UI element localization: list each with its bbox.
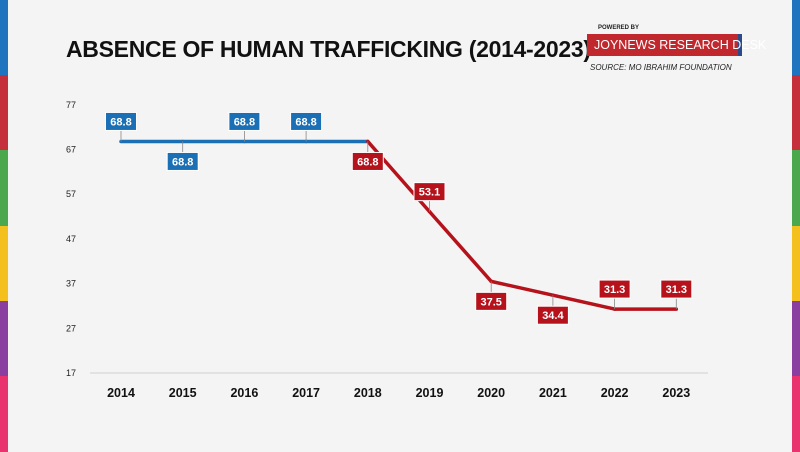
data-label: 68.8	[172, 156, 193, 168]
data-label: 68.8	[234, 116, 255, 128]
y-tick-label: 57	[66, 189, 76, 199]
x-tick-label: 2020	[477, 386, 505, 400]
data-label-box	[351, 151, 384, 171]
y-tick-label: 67	[66, 145, 76, 155]
data-label-box	[598, 279, 631, 299]
stripe-segment	[792, 75, 800, 152]
data-label-box	[475, 291, 508, 311]
x-tick-label: 2015	[169, 386, 197, 400]
powered-by-label: POWERED BY	[598, 25, 640, 31]
data-label: 37.5	[480, 296, 501, 308]
stripe-segment	[0, 150, 8, 227]
data-label: 31.3	[604, 284, 625, 296]
stripe-segment	[792, 150, 800, 227]
x-tick-label: 2017	[292, 386, 320, 400]
right-color-stripe	[792, 0, 800, 452]
data-label-box	[536, 305, 569, 325]
stripe-segment	[0, 75, 8, 152]
stripe-segment	[0, 0, 8, 77]
stripe-segment	[792, 225, 800, 302]
x-tick-label: 2022	[601, 386, 629, 400]
data-label: 68.8	[357, 156, 378, 168]
y-tick-label: 37	[66, 279, 76, 289]
data-label: 68.8	[295, 116, 316, 128]
data-label: 31.3	[666, 284, 687, 296]
stripe-segment	[0, 300, 8, 377]
data-label-box	[105, 111, 137, 131]
stripe-segment	[0, 375, 8, 452]
series-line-segment	[489, 279, 555, 297]
chart-title: ABSENCE OF HUMAN TRAFFICKING (2014-2023)	[66, 36, 591, 62]
y-tick-label: 77	[66, 100, 76, 110]
y-tick-label: 27	[66, 323, 76, 333]
x-tick-label: 2021	[539, 386, 567, 400]
series-line-segment	[551, 293, 617, 311]
stripe-segment	[792, 300, 800, 377]
x-tick-label: 2018	[354, 386, 382, 400]
data-label-box	[413, 182, 446, 202]
y-tick-label: 17	[66, 368, 76, 378]
data-label-box	[228, 111, 261, 131]
x-tick-label: 2019	[416, 386, 444, 400]
brand-logo: JOYNEWS RESEARCH DESK	[587, 34, 766, 56]
data-label: 53.1	[419, 187, 440, 199]
data-label-box	[660, 279, 693, 299]
data-label: 34.4	[542, 310, 564, 322]
stripe-segment	[792, 0, 800, 77]
series-line-segment	[427, 209, 493, 284]
stripe-segment	[792, 375, 800, 452]
x-tick-label: 2016	[230, 386, 258, 400]
data-label-box	[166, 151, 199, 171]
source-note: SOURCE: MO IBRAHIM FOUNDATION	[590, 63, 732, 72]
data-label: 68.8	[110, 116, 131, 128]
x-tick-label: 2023	[662, 386, 690, 400]
x-tick-label: 2014	[107, 386, 135, 400]
stripe-segment	[0, 225, 8, 302]
data-label-box	[290, 111, 323, 131]
left-color-stripe	[0, 0, 8, 452]
y-tick-label: 47	[66, 234, 76, 244]
